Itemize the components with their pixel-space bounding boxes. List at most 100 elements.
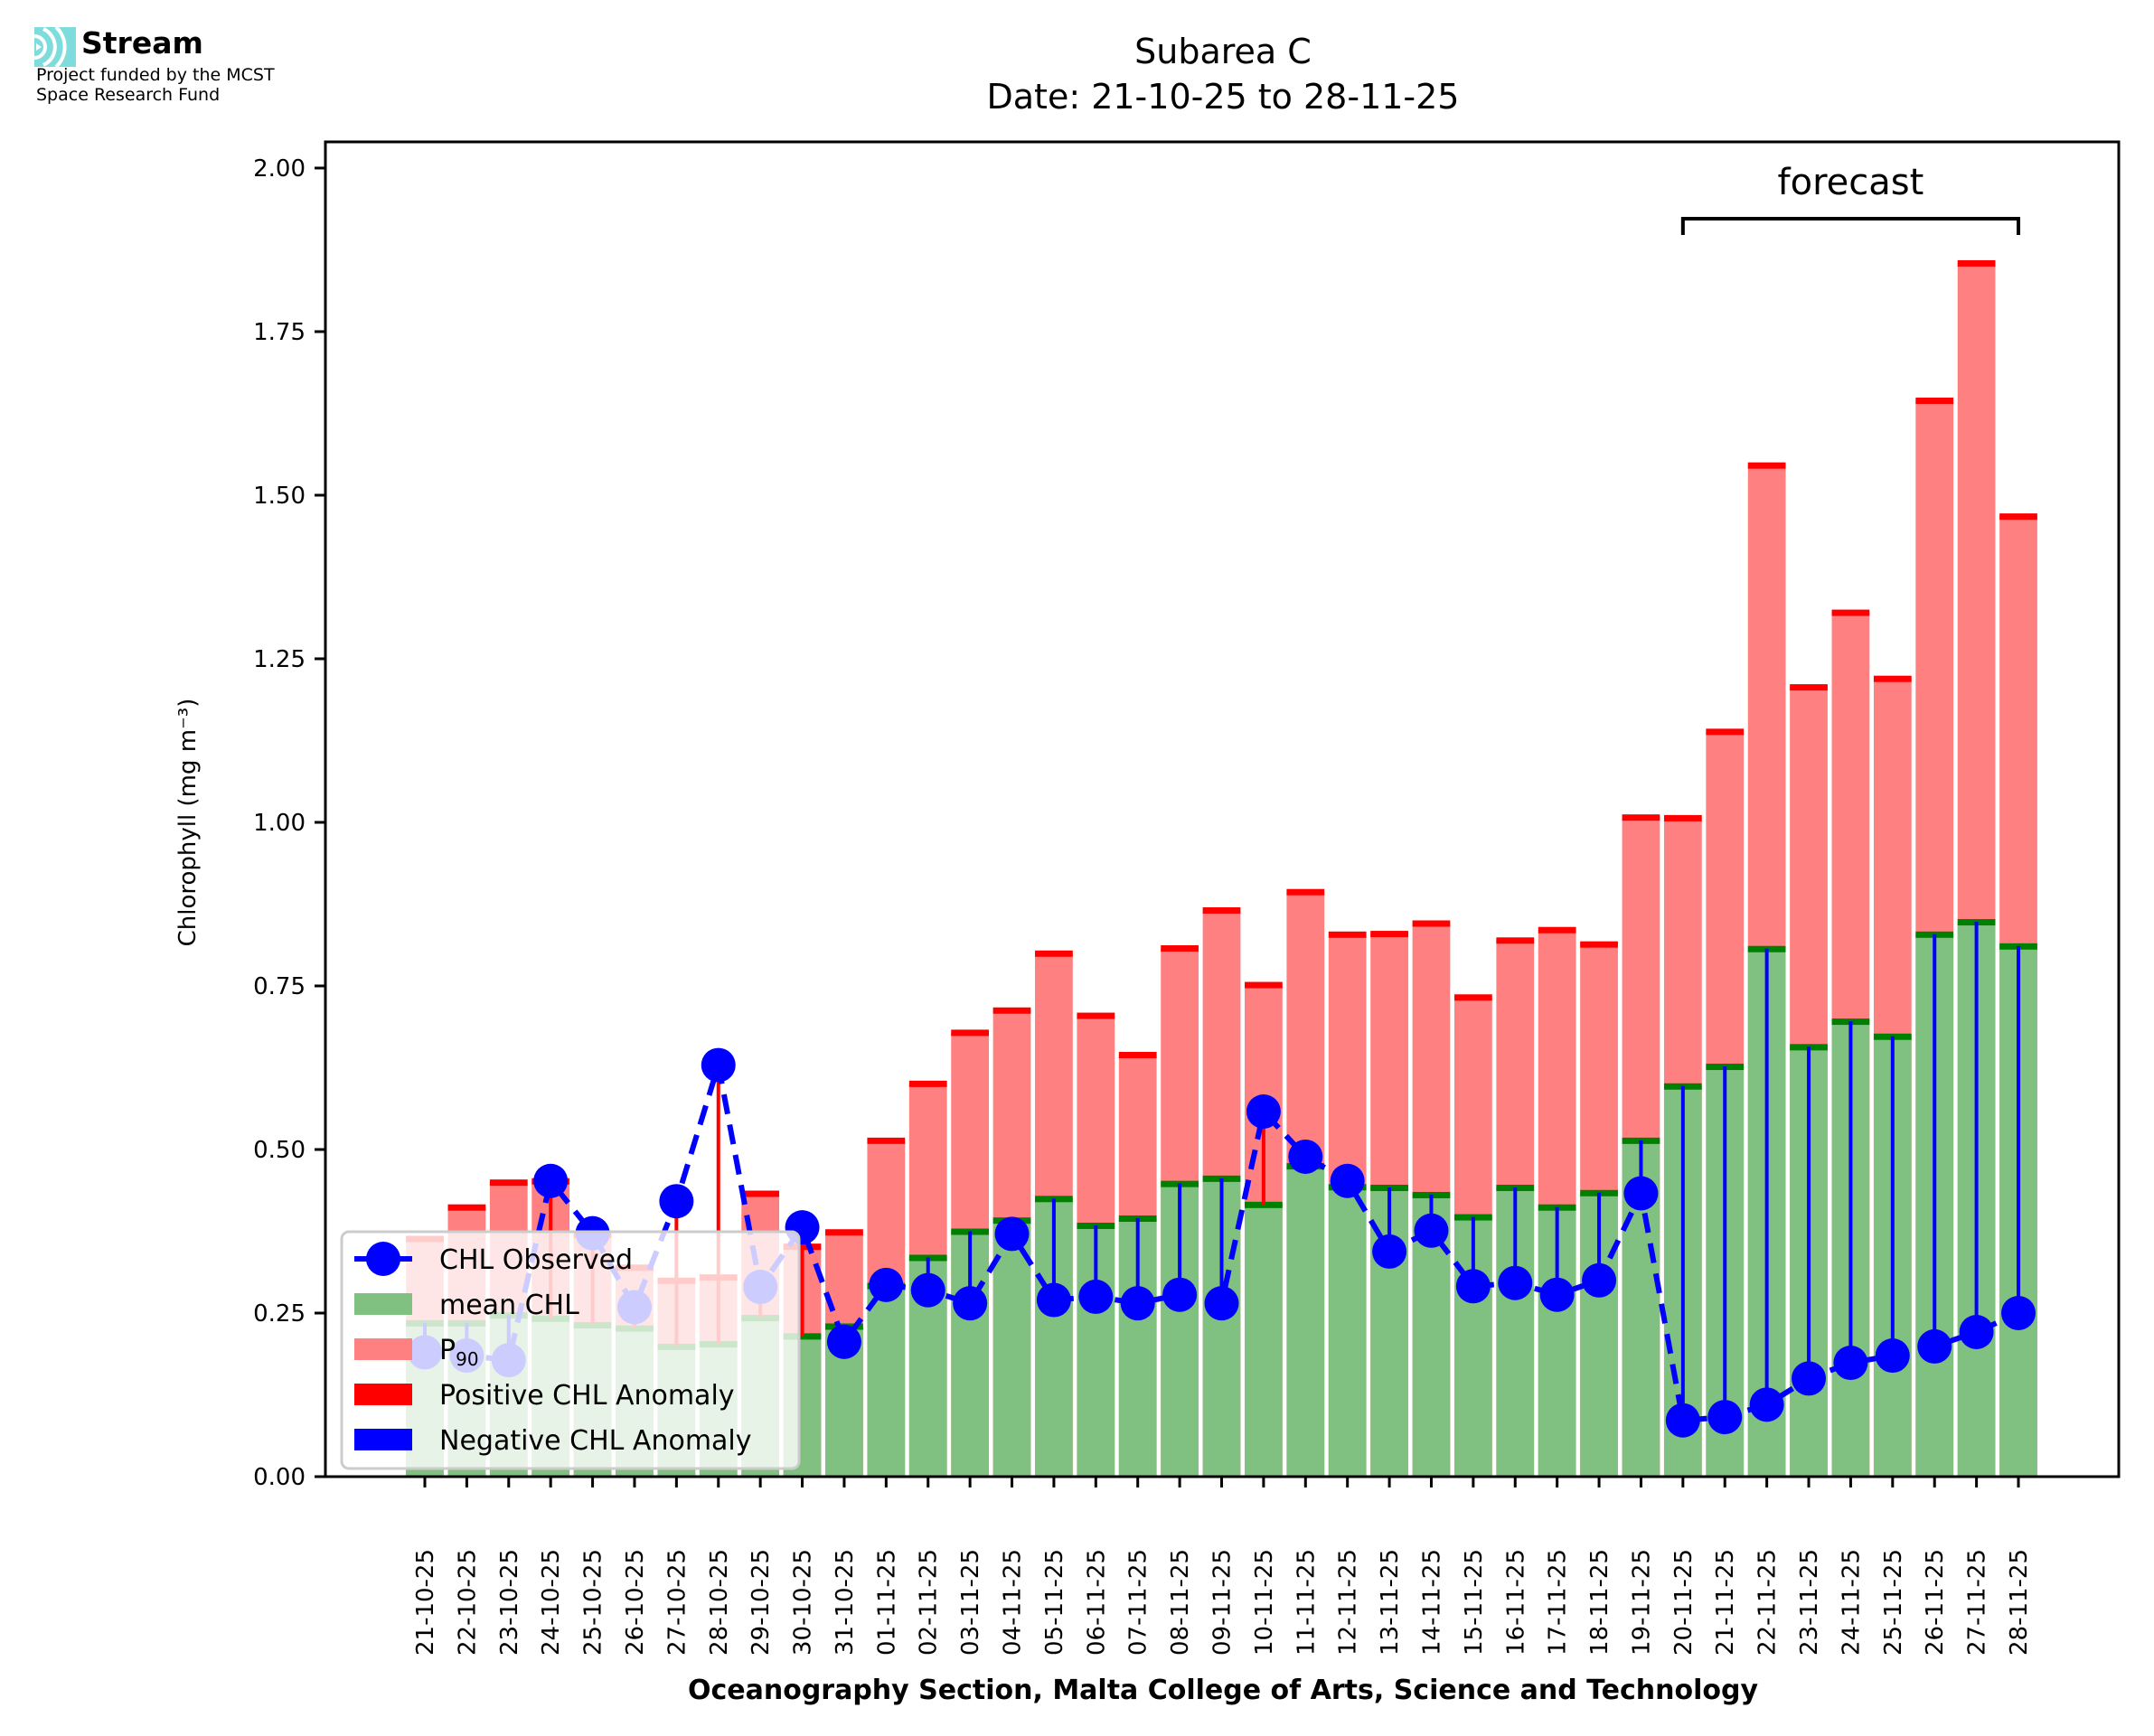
p90-bar-cap	[1663, 814, 1702, 821]
legend-p90-label: P90	[439, 1335, 479, 1370]
p90-bar-cap	[1286, 888, 1325, 896]
y-tick-label: 0.25	[253, 1300, 306, 1328]
observed-point	[1330, 1163, 1365, 1198]
x-tick-label: 21-10-25	[412, 1549, 439, 1656]
observed-point	[1246, 1093, 1281, 1129]
p90-bar-cap	[1328, 931, 1367, 938]
p90-bar-cap	[447, 1204, 486, 1211]
chart-title-line2: Date: 21-10-25 to 28-11-25	[987, 77, 1460, 117]
x-tick-label: 03-11-25	[957, 1549, 984, 1656]
x-tick-label: 25-10-25	[580, 1549, 607, 1656]
x-tick-label: 27-10-25	[663, 1549, 691, 1656]
observed-point	[1833, 1346, 1868, 1381]
observed-point	[1665, 1403, 1700, 1438]
p90-bar-cap	[1831, 609, 1870, 616]
axes-layer: 0.00 0.25 0.50 0.75 1.00 1.25 1.50 1.75 2.00 21-1…	[253, 140, 2121, 1656]
y-tick-label: 0.75	[253, 973, 306, 1000]
observed-point	[659, 1184, 694, 1219]
x-tick-label: 28-11-25	[2006, 1549, 2033, 1656]
p90-bar-cap	[1496, 937, 1535, 944]
legend-negative-anomaly-swatch	[354, 1429, 412, 1450]
p90-bar-cap	[1538, 926, 1576, 934]
observed-point	[2001, 1295, 2036, 1330]
p90-bar-cap	[1622, 814, 1660, 821]
mean-bar	[1286, 1166, 1325, 1477]
observed-point	[1539, 1277, 1575, 1312]
legend-positive-anomaly-label: Positive CHL Anomaly	[439, 1380, 735, 1412]
x-tick-label: 02-11-25	[916, 1549, 943, 1656]
legend-negative-anomaly-label: Negative CHL Anomaly	[439, 1425, 752, 1457]
x-tick-label: 06-11-25	[1083, 1549, 1110, 1656]
p90-bar-cap	[1706, 728, 1745, 736]
x-tick-label: 12-11-25	[1335, 1549, 1362, 1656]
p90-bar-cap	[1790, 684, 1828, 691]
x-tick-label: 29-10-25	[748, 1549, 775, 1656]
observed-point	[1036, 1282, 1071, 1318]
observed-point	[1078, 1279, 1114, 1314]
x-tick-label: 01-11-25	[873, 1549, 900, 1656]
x-tick-label: 15-11-25	[1461, 1549, 1488, 1656]
p90-bar-cap	[1412, 920, 1451, 927]
p90-bar-cap	[1873, 675, 1912, 682]
forecast-bracket	[1680, 217, 2020, 235]
legend-p90-label-sub: 90	[456, 1348, 478, 1370]
p90-bar-cap	[1118, 1052, 1157, 1059]
observed-point	[1162, 1277, 1198, 1312]
legend-observed-label: CHL Observed	[439, 1244, 633, 1276]
observed-point	[1498, 1265, 1533, 1300]
observed-point	[1875, 1338, 1910, 1374]
legend-box	[340, 1230, 801, 1470]
observed-point	[1372, 1234, 1407, 1269]
forecast-label: forecast	[1778, 162, 1924, 203]
observed-point	[869, 1267, 904, 1302]
legend-p90-label-main: P	[439, 1335, 456, 1366]
y-tick-label: 1.50	[253, 483, 306, 510]
x-tick-label: 17-11-25	[1545, 1549, 1572, 1656]
y-axis-label: Chlorophyll (mg m⁻³)	[174, 699, 202, 947]
forecast-annotation: forecast	[1680, 162, 2020, 235]
observed-point	[1120, 1286, 1155, 1321]
p90-bar-cap	[825, 1229, 863, 1236]
x-tick-label: 16-11-25	[1502, 1549, 1529, 1656]
x-tick-label: 27-11-25	[1964, 1549, 1991, 1656]
observed-point	[953, 1286, 988, 1321]
x-tick-label: 28-10-25	[706, 1549, 733, 1656]
y-tick-label: 2.00	[253, 155, 306, 183]
p90-bar-cap	[1999, 513, 2037, 521]
x-tick-label: 23-10-25	[496, 1549, 523, 1656]
observed-point	[1959, 1314, 1994, 1349]
observed-point	[1792, 1361, 1827, 1396]
y-tick-label: 0.50	[253, 1137, 306, 1164]
x-tick-label: 24-11-25	[1838, 1549, 1865, 1656]
p90-bar-cap	[741, 1190, 780, 1197]
observed-point	[1917, 1328, 1952, 1364]
x-tick-label: 22-10-25	[454, 1549, 481, 1656]
p90-bar-cap	[1202, 906, 1241, 914]
p90-bar-cap	[1747, 462, 1786, 469]
observed-point	[1414, 1213, 1449, 1248]
legend-mean-swatch	[354, 1293, 412, 1315]
observed-point	[910, 1272, 945, 1308]
p90-bar-cap	[951, 1029, 990, 1037]
logo-subtitle-line2: Space Research Fund	[36, 85, 221, 105]
x-tick-label: 22-11-25	[1754, 1549, 1782, 1656]
x-tick-label: 09-11-25	[1209, 1549, 1237, 1656]
observed-point	[1749, 1387, 1784, 1422]
observed-point	[994, 1216, 1030, 1252]
legend-p90-swatch	[354, 1338, 412, 1360]
p90-bar-cap	[1580, 941, 1618, 948]
x-tick-label: 14-11-25	[1418, 1549, 1445, 1656]
mean-bar-cap	[1245, 1201, 1283, 1208]
mean-bar-cap	[783, 1333, 822, 1340]
x-tick-label: 07-11-25	[1125, 1549, 1152, 1656]
observed-point	[826, 1324, 861, 1359]
y-tick-label: 1.00	[253, 810, 306, 837]
observed-point	[533, 1163, 569, 1198]
p90-bar-cap	[489, 1179, 528, 1187]
p90-bar-cap	[867, 1137, 906, 1144]
legend-observed-marker	[366, 1242, 400, 1276]
x-tick-label: 18-11-25	[1586, 1549, 1613, 1656]
observed-point	[1288, 1139, 1323, 1174]
x-tick-label: 30-10-25	[790, 1549, 817, 1656]
mean-bar	[1328, 1187, 1367, 1477]
